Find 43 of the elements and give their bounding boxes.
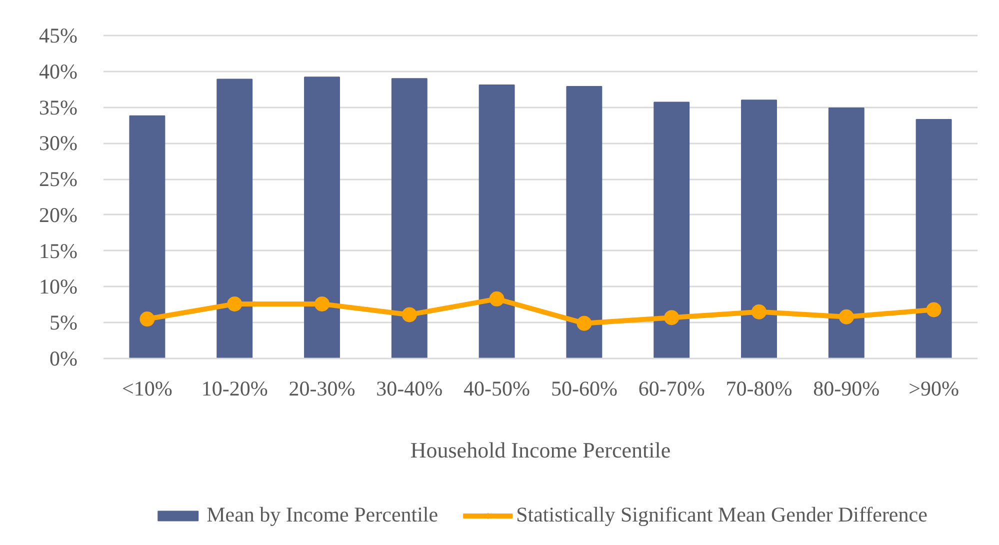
point bbox=[664, 310, 680, 326]
y-tick-label: 40% bbox=[39, 59, 78, 84]
y-tick-label: 10% bbox=[39, 274, 78, 299]
y-tick-label: 35% bbox=[39, 95, 78, 120]
legend-label: Statistically Significant Mean Gender Difference bbox=[516, 502, 928, 528]
legend-label: Mean by Income Percentile bbox=[206, 502, 438, 528]
point bbox=[314, 296, 330, 312]
point bbox=[227, 296, 242, 312]
bar bbox=[478, 84, 515, 358]
point bbox=[576, 316, 592, 331]
x-tick-label: 50-60% bbox=[550, 376, 618, 400]
point bbox=[489, 291, 504, 306]
x-tick-label: 20-30% bbox=[288, 376, 356, 400]
x-tick-label: 80-90% bbox=[813, 376, 880, 400]
y-tick-label: 30% bbox=[39, 131, 78, 156]
y-tick-label: 20% bbox=[39, 202, 78, 227]
y-tick-label: 25% bbox=[39, 167, 78, 192]
point bbox=[140, 312, 155, 327]
bar bbox=[304, 76, 340, 358]
bar bbox=[216, 78, 253, 358]
bar bbox=[129, 115, 166, 358]
bar bbox=[828, 107, 864, 358]
y-tick-label: 45% bbox=[39, 24, 78, 48]
bar bbox=[741, 100, 777, 358]
x-axis-title: Household Income Percentile bbox=[410, 438, 671, 462]
point bbox=[752, 304, 766, 320]
point bbox=[926, 302, 942, 318]
x-tick-label: 40-50% bbox=[464, 376, 530, 400]
bar bbox=[566, 86, 602, 358]
point bbox=[402, 307, 417, 322]
x-tick-label: <10% bbox=[122, 376, 172, 400]
y-tick-label: 0% bbox=[50, 346, 78, 370]
y-tick-label: 5% bbox=[50, 310, 78, 335]
x-tick-label: 10-20% bbox=[201, 376, 268, 400]
x-tick-label: 60-70% bbox=[638, 376, 705, 400]
x-tick-label: 30-40% bbox=[376, 376, 443, 400]
x-tick-label: >90% bbox=[908, 376, 959, 400]
point bbox=[838, 309, 854, 324]
bar bbox=[391, 78, 428, 358]
x-tick-label: 70-80% bbox=[726, 376, 792, 400]
bar bbox=[654, 102, 690, 358]
bar bbox=[916, 118, 952, 358]
y-tick-label: 15% bbox=[39, 238, 78, 263]
